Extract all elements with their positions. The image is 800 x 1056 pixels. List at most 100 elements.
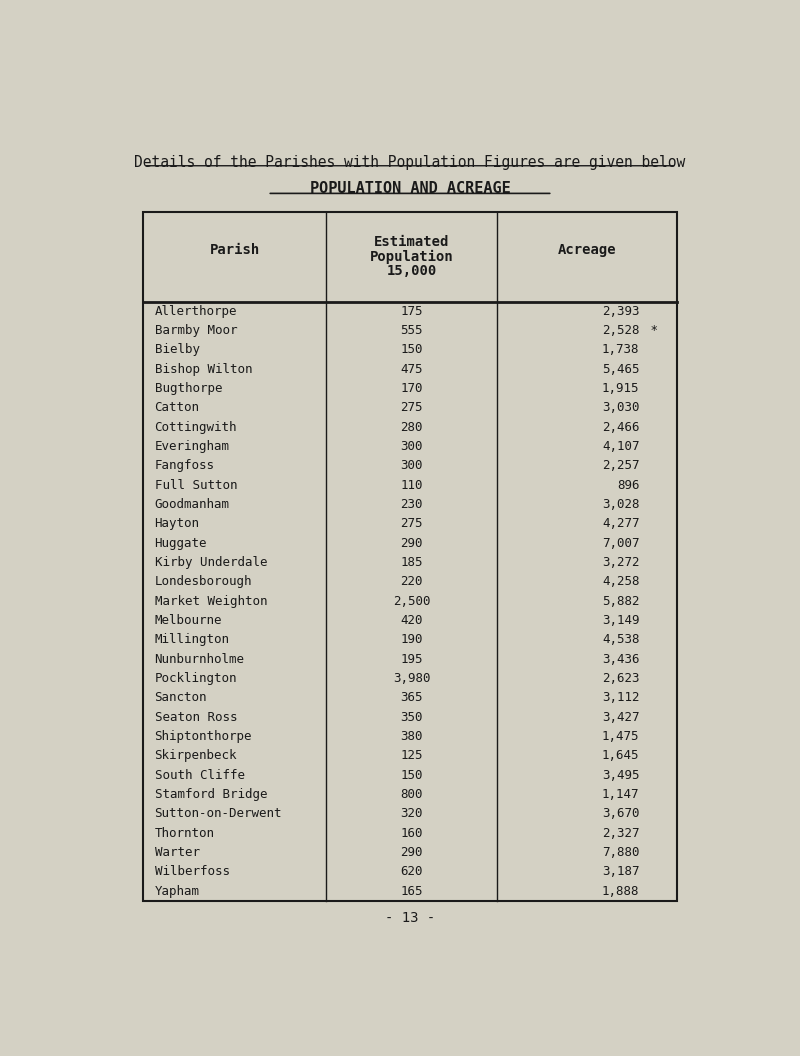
Text: Millington: Millington (154, 634, 230, 646)
Text: 620: 620 (400, 865, 422, 879)
Text: 3,028: 3,028 (602, 498, 639, 511)
Text: Pocklington: Pocklington (154, 672, 237, 685)
Text: 2,257: 2,257 (602, 459, 639, 472)
Text: Thornton: Thornton (154, 827, 214, 840)
Text: Bugthorpe: Bugthorpe (154, 382, 222, 395)
Text: Melbourne: Melbourne (154, 614, 222, 627)
Text: 170: 170 (400, 382, 422, 395)
Text: South Cliffe: South Cliffe (154, 769, 245, 781)
Text: 7,880: 7,880 (602, 846, 639, 859)
Text: 2,528: 2,528 (602, 324, 639, 337)
Text: 2,623: 2,623 (602, 672, 639, 685)
Text: Wilberfoss: Wilberfoss (154, 865, 230, 879)
Text: 2,393: 2,393 (602, 305, 639, 318)
Text: 1,915: 1,915 (602, 382, 639, 395)
Text: Londesborough: Londesborough (154, 576, 252, 588)
Text: 4,538: 4,538 (602, 634, 639, 646)
Text: 1,147: 1,147 (602, 788, 639, 802)
Text: Population: Population (370, 249, 454, 264)
Text: 3,980: 3,980 (393, 672, 430, 685)
Text: Fangfoss: Fangfoss (154, 459, 214, 472)
Text: 300: 300 (400, 459, 422, 472)
Text: 320: 320 (400, 808, 422, 821)
Text: 380: 380 (400, 730, 422, 743)
Text: 3,112: 3,112 (602, 692, 639, 704)
Text: 290: 290 (400, 536, 422, 550)
Text: 1,475: 1,475 (602, 730, 639, 743)
Text: Seaton Ross: Seaton Ross (154, 711, 237, 723)
Text: 150: 150 (400, 769, 422, 781)
Text: 3,427: 3,427 (602, 711, 639, 723)
Text: 2,500: 2,500 (393, 595, 430, 607)
Text: Sutton-on-Derwent: Sutton-on-Derwent (154, 808, 282, 821)
Text: Goodmanham: Goodmanham (154, 498, 230, 511)
Text: Catton: Catton (154, 401, 199, 414)
Text: 300: 300 (400, 440, 422, 453)
Text: 195: 195 (400, 653, 422, 665)
Text: 110: 110 (400, 478, 422, 492)
Text: - 13 -: - 13 - (385, 911, 435, 925)
Text: Parish: Parish (210, 243, 260, 258)
Text: 420: 420 (400, 614, 422, 627)
Text: 275: 275 (400, 401, 422, 414)
Text: 3,030: 3,030 (602, 401, 639, 414)
Text: Estimated: Estimated (374, 235, 450, 249)
Text: 4,107: 4,107 (602, 440, 639, 453)
Text: 125: 125 (400, 750, 422, 762)
Text: 220: 220 (400, 576, 422, 588)
Text: 185: 185 (400, 557, 422, 569)
Text: Shiptonthorpe: Shiptonthorpe (154, 730, 252, 743)
Text: 896: 896 (617, 478, 639, 492)
Text: 350: 350 (400, 711, 422, 723)
Text: Stamford Bridge: Stamford Bridge (154, 788, 267, 802)
Text: 3,436: 3,436 (602, 653, 639, 665)
Text: Warter: Warter (154, 846, 199, 859)
Text: 290: 290 (400, 846, 422, 859)
Text: 165: 165 (400, 885, 422, 898)
Text: Market Weighton: Market Weighton (154, 595, 267, 607)
Text: Bielby: Bielby (154, 343, 199, 356)
Text: 5,882: 5,882 (602, 595, 639, 607)
Text: Acreage: Acreage (558, 243, 616, 258)
Text: 2,466: 2,466 (602, 420, 639, 434)
Text: Details of the Parishes with Population Figures are given below: Details of the Parishes with Population … (134, 155, 686, 170)
Text: 150: 150 (400, 343, 422, 356)
Text: Bishop Wilton: Bishop Wilton (154, 362, 252, 376)
Text: Huggate: Huggate (154, 536, 207, 550)
Text: 3,272: 3,272 (602, 557, 639, 569)
Text: 4,277: 4,277 (602, 517, 639, 530)
Text: Yapham: Yapham (154, 885, 199, 898)
Text: 1,888: 1,888 (602, 885, 639, 898)
Text: Kirby Underdale: Kirby Underdale (154, 557, 267, 569)
Text: 1,738: 1,738 (602, 343, 639, 356)
Text: Allerthorpe: Allerthorpe (154, 305, 237, 318)
Text: POPULATION AND ACREAGE: POPULATION AND ACREAGE (310, 182, 510, 196)
Text: 475: 475 (400, 362, 422, 376)
Text: 190: 190 (400, 634, 422, 646)
Text: 365: 365 (400, 692, 422, 704)
Text: Hayton: Hayton (154, 517, 199, 530)
Text: 160: 160 (400, 827, 422, 840)
Text: Sancton: Sancton (154, 692, 207, 704)
Text: Everingham: Everingham (154, 440, 230, 453)
Text: 280: 280 (400, 420, 422, 434)
Text: 175: 175 (400, 305, 422, 318)
Text: *: * (642, 324, 658, 337)
Text: 3,187: 3,187 (602, 865, 639, 879)
Text: 3,670: 3,670 (602, 808, 639, 821)
Text: Full Sutton: Full Sutton (154, 478, 237, 492)
Text: 4,258: 4,258 (602, 576, 639, 588)
Text: 275: 275 (400, 517, 422, 530)
Text: 7,007: 7,007 (602, 536, 639, 550)
Text: Nunburnholme: Nunburnholme (154, 653, 245, 665)
Text: 1,645: 1,645 (602, 750, 639, 762)
Text: 2,327: 2,327 (602, 827, 639, 840)
Text: Skirpenbeck: Skirpenbeck (154, 750, 237, 762)
Text: 5,465: 5,465 (602, 362, 639, 376)
Text: 555: 555 (400, 324, 422, 337)
Text: Barmby Moor: Barmby Moor (154, 324, 237, 337)
Text: 3,495: 3,495 (602, 769, 639, 781)
Text: 3,149: 3,149 (602, 614, 639, 627)
Text: 800: 800 (400, 788, 422, 802)
Text: 15,000: 15,000 (386, 264, 437, 279)
